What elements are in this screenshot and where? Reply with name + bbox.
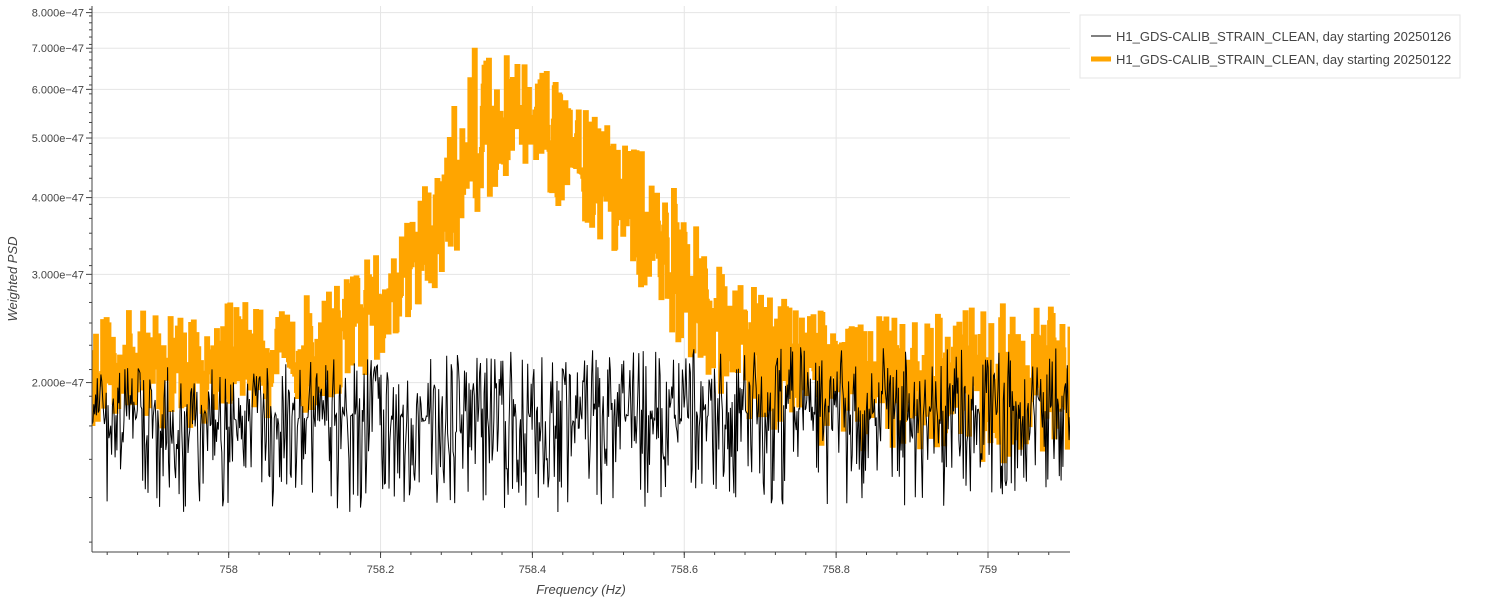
y-tick-label: 5.000e−47: [32, 133, 84, 145]
y-tick-label: 2.000e−47: [32, 378, 84, 390]
legend-label-series-0: H1_GDS-CALIB_STRAIN_CLEAN, day starting …: [1116, 29, 1451, 44]
y-tick-label: 8.000e−47: [32, 8, 84, 20]
x-tick-label: 758.4: [519, 564, 547, 576]
legend: H1_GDS-CALIB_STRAIN_CLEAN, day starting …: [1079, 14, 1461, 79]
legend-label-series-1: H1_GDS-CALIB_STRAIN_CLEAN, day starting …: [1116, 52, 1451, 67]
x-tick-label: 758.8: [822, 564, 850, 576]
plot-background: [92, 6, 1070, 552]
legend-box: [1079, 14, 1461, 79]
y-ticks: 2.000e−47 3.000e−47 4.000e−47 5.000e−47 6.00…: [32, 8, 92, 543]
series-line-0: [92, 346, 1070, 513]
x-tick-label: 759: [979, 564, 997, 576]
series-layer: [92, 47, 1070, 513]
y-tick-label: 3.000e−47: [32, 269, 84, 281]
x-tick-label: 758.2: [367, 564, 395, 576]
y-axis-title: Weighted PSD: [5, 236, 20, 321]
y-tick-label: 6.000e−47: [32, 84, 84, 96]
x-ticks: 758 758.2 758.4 758.6 758.8 759: [106, 552, 1050, 576]
grid: [92, 6, 1070, 552]
y-tick-label: 4.000e−47: [32, 193, 84, 205]
x-tick-label: 758: [219, 564, 237, 576]
axes: [91, 6, 1070, 553]
y-tick-label: 7.000e−47: [32, 43, 84, 55]
x-axis-title: Frequency (Hz): [536, 582, 626, 597]
x-tick-label: 758.6: [671, 564, 699, 576]
